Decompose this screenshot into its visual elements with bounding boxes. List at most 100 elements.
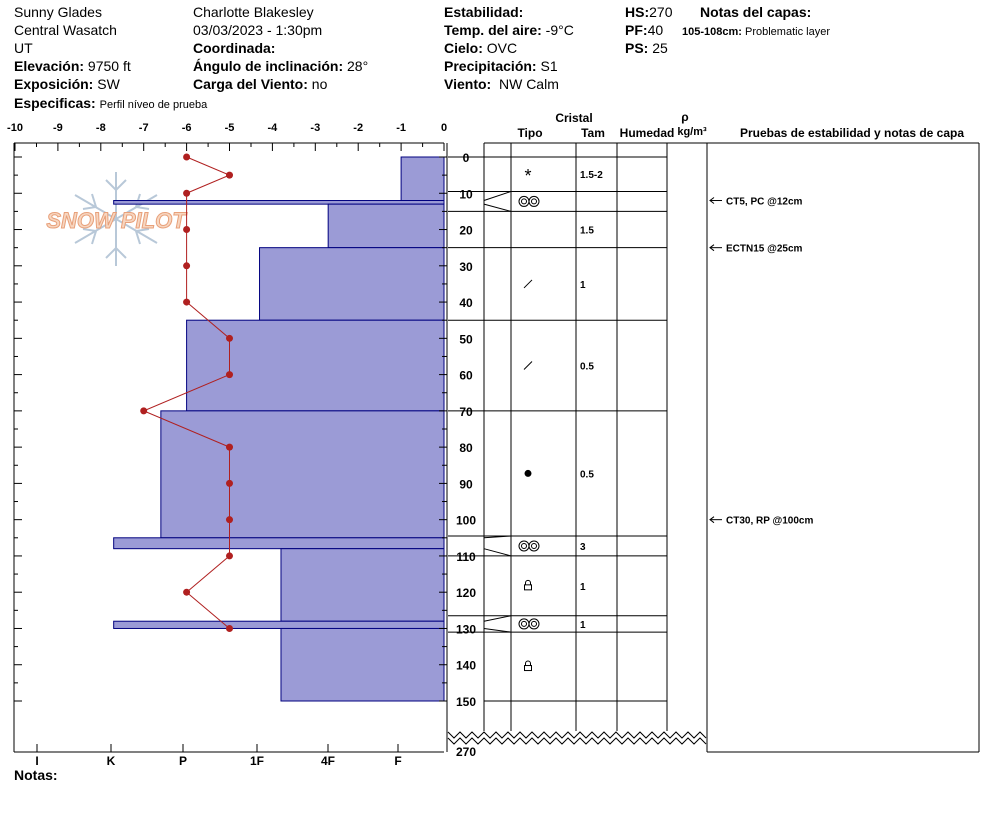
air-temp-row: Temp. del aire: -9°C	[444, 22, 574, 38]
crystal-circle	[521, 620, 527, 627]
air-temp-label: Temp. del aire:	[444, 22, 542, 38]
temperature-point	[226, 334, 233, 342]
layer-connector	[483, 535, 512, 539]
tests-header: Pruebas de estabilidad y notas de capa	[740, 126, 964, 140]
hardness-layer-bar	[186, 319, 445, 412]
hardness-layer-bar	[280, 627, 445, 702]
crystal-star-glyph: *	[524, 166, 531, 186]
temp-tick-label: -10	[7, 122, 23, 134]
type-header: Tipo	[517, 126, 542, 140]
hardness-layer-bar	[327, 203, 445, 249]
crystal-circle	[531, 542, 537, 549]
pf-row: PF:40	[625, 22, 663, 38]
elevation-label: Elevación:	[14, 58, 85, 74]
hs-row: HS:270	[625, 4, 672, 20]
density-symbol: ρ	[681, 110, 688, 124]
specifics-label: Especificas:	[14, 95, 96, 111]
temp-tick-label: -1	[396, 122, 406, 134]
air-temp-value: -9°C	[545, 22, 574, 38]
temperature-point	[183, 588, 191, 596]
wind-load-value: no	[311, 76, 328, 92]
crystal-slash-icon	[523, 361, 533, 370]
crystal-circle	[521, 198, 527, 205]
sky-value: OVC	[486, 40, 518, 56]
ps-label: PS:	[625, 40, 649, 56]
elevation-value: 9750 ft	[87, 58, 131, 74]
hardness-tick-label: F	[394, 754, 401, 768]
crystal-lock-body	[524, 665, 532, 672]
wind-label: Viento:	[444, 76, 492, 92]
temperature-point	[226, 371, 233, 379]
wind-load-row: Carga del Viento: no	[193, 76, 327, 92]
depth-break-line	[447, 731, 707, 739]
hs-value: 270	[649, 4, 673, 20]
temperature-series	[140, 153, 233, 632]
stability-test-label: CT5, PC @12cm	[726, 197, 803, 208]
specifics-row: Especificas: Perfil níveo de prueba	[14, 95, 207, 113]
crystal-star-icon: *	[524, 166, 531, 186]
precip-row: Precipitación: S1	[444, 58, 558, 74]
ps-row: PS: 25	[625, 40, 668, 56]
crystal-header: Cristal	[555, 111, 592, 125]
crystal-size: 0.5	[580, 469, 594, 480]
pf-value: 40	[647, 22, 664, 38]
layer-connector	[483, 190, 512, 201]
depth-tick-label: 30	[459, 260, 473, 274]
depth-tick-label: 70	[459, 405, 473, 419]
wind-row: Viento: NW Calm	[444, 76, 559, 92]
depth-tick-label: 40	[459, 296, 473, 310]
precip-value: S1	[540, 58, 558, 74]
state-name: UT	[14, 40, 33, 56]
crystal-lock-body	[524, 584, 532, 591]
depth-tick-label: 120	[456, 586, 476, 600]
hardness-layer-bar	[280, 548, 445, 622]
temp-tick-label: -4	[268, 122, 279, 134]
crystal-circle	[518, 540, 530, 552]
crystal-dot	[524, 469, 532, 477]
depth-tick-label: 20	[459, 224, 473, 238]
stability-row: Estabilidad:	[444, 4, 523, 20]
ps-value: 25	[652, 40, 668, 56]
aspect-value: SW	[97, 76, 120, 92]
hardness-layer-bar	[113, 620, 445, 629]
crystal-circle	[528, 540, 540, 552]
depth-tick-label: 0	[463, 151, 470, 165]
temperature-point	[183, 262, 191, 270]
sky-label: Cielo:	[444, 40, 483, 56]
crystal-size: 1.5-2	[580, 170, 603, 181]
crystal-double-circle-icon	[518, 618, 540, 630]
crystal-slash	[523, 279, 533, 289]
density-unit: kg/m³	[677, 126, 707, 138]
observation-datetime: 03/03/2023 - 1:30pm	[193, 22, 323, 38]
slope-value: 28°	[347, 58, 369, 74]
temp-tick-label: -8	[96, 122, 106, 134]
stability-test-label: CT30, RP @100cm	[726, 516, 813, 527]
observer-name: Charlotte Blakesley	[193, 4, 314, 20]
aspect-row: Exposición: SW	[14, 76, 120, 92]
temperature-point	[226, 516, 233, 524]
temp-tick-label: 0	[441, 122, 447, 134]
crystal-double-circle-icon	[518, 195, 540, 207]
stability-test-label: ECTN15 @25cm	[726, 244, 803, 255]
specifics-value: Perfil níveo de prueba	[99, 99, 208, 111]
wind-load-label: Carga del Viento:	[193, 76, 308, 92]
depth-tick-label: 60	[459, 369, 473, 383]
layer-note-depth: 105-108cm:	[682, 26, 742, 38]
aspect-label: Exposición:	[14, 76, 94, 92]
wind-value: NW Calm	[498, 76, 559, 92]
elevation-row: Elevación: 9750 ft	[14, 58, 131, 74]
crystal-lock-icon	[524, 660, 532, 672]
temperature-point	[226, 552, 233, 560]
temperature-point	[226, 443, 233, 451]
sky-row: Cielo: OVC	[444, 40, 517, 56]
crystal-slash	[523, 361, 533, 370]
crystal-circle	[531, 198, 537, 205]
depth-tick-label: 140	[456, 659, 476, 673]
temp-tick-label: -5	[225, 122, 235, 134]
crystal-circle	[528, 195, 540, 207]
test-arrow-icon	[709, 197, 715, 204]
depth-tick-label: 130	[456, 622, 476, 636]
temp-tick-label: -7	[139, 122, 149, 134]
coordinate-row: Coordinada:	[193, 40, 275, 56]
